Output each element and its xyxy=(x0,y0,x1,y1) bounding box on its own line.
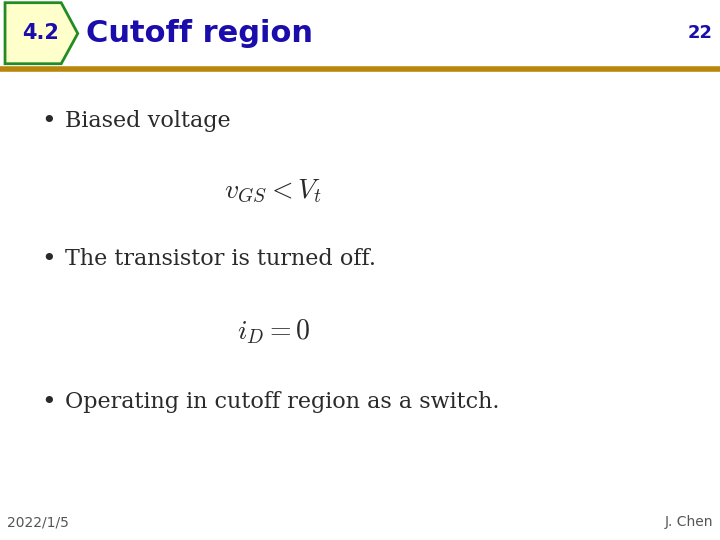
Text: •: • xyxy=(42,391,56,414)
Text: 4.2: 4.2 xyxy=(22,23,60,44)
Text: $i_D = 0$: $i_D = 0$ xyxy=(237,318,310,347)
Text: 22: 22 xyxy=(688,24,713,43)
Text: Cutoff region: Cutoff region xyxy=(86,19,313,48)
Text: The transistor is turned off.: The transistor is turned off. xyxy=(65,248,376,270)
Text: •: • xyxy=(42,248,56,271)
Text: Biased voltage: Biased voltage xyxy=(65,111,230,132)
Text: J. Chen: J. Chen xyxy=(665,515,713,529)
Text: •: • xyxy=(42,110,56,133)
Text: Operating in cutoff region as a switch.: Operating in cutoff region as a switch. xyxy=(65,392,499,413)
Text: $v_{GS} < V_t$: $v_{GS} < V_t$ xyxy=(225,178,323,205)
Text: 2022/1/5: 2022/1/5 xyxy=(7,515,69,529)
Polygon shape xyxy=(5,3,78,64)
